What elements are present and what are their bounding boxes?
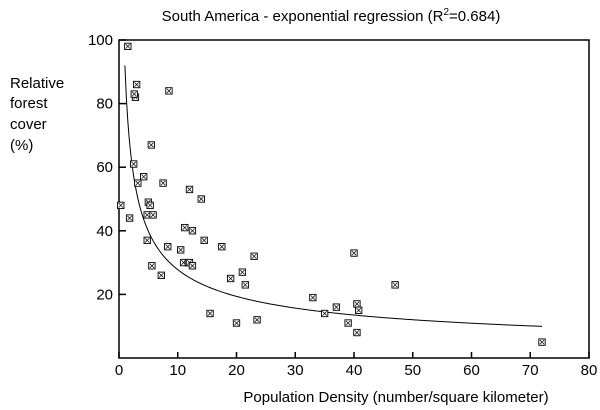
x-tick-label: 70: [522, 362, 539, 379]
data-point: [148, 262, 156, 270]
x-tick-label: 60: [463, 362, 480, 379]
data-point: [157, 271, 165, 279]
data-point: [125, 214, 134, 222]
y-axis-label: Relative forest cover (%): [10, 75, 68, 154]
y-axis: 20 40 60 80 100: [88, 32, 126, 303]
x-tick-label: 80: [581, 362, 598, 379]
data-point: [320, 309, 329, 318]
data-point: [181, 223, 189, 232]
data-point: [200, 236, 208, 244]
data-point: [130, 160, 138, 168]
data-point: [143, 236, 151, 244]
data-point: [206, 309, 214, 318]
y-axis-label-line-3: cover: [10, 116, 47, 133]
data-point: [197, 195, 205, 203]
data-point: [253, 316, 261, 324]
data-point: [188, 262, 197, 270]
data-point: [250, 252, 258, 260]
data-point: [147, 141, 155, 149]
data-point: [238, 268, 247, 276]
plot-area-frame: [118, 39, 590, 359]
y-axis-label-line-1: Relative: [10, 75, 64, 92]
data-point: [226, 274, 235, 283]
data-point: [355, 306, 363, 314]
data-point: [353, 328, 361, 337]
x-tick-label: 10: [169, 362, 186, 379]
y-tick-label: 80: [96, 96, 113, 113]
data-point: [164, 243, 172, 251]
data-point: [159, 179, 167, 187]
x-axis: 0 10 20 30 40 50 60 70 80: [115, 352, 598, 379]
y-tick-label: 20: [96, 286, 113, 303]
data-point: [117, 201, 125, 210]
data-point: [188, 227, 197, 235]
regression-curve: [124, 65, 543, 327]
chart-title: South America - exponential regression (…: [162, 7, 501, 25]
data-point: [140, 173, 148, 181]
y-axis-label-line-4: (%): [10, 137, 33, 154]
y-tick-label: 40: [96, 223, 113, 240]
data-point: [344, 319, 352, 327]
data-point: [241, 281, 249, 289]
data-point: [132, 80, 141, 89]
x-tick-label: 50: [404, 362, 421, 379]
data-point: [177, 246, 185, 254]
x-axis-label: Population Density (number/square kilome…: [243, 389, 548, 406]
x-tick-label: 0: [115, 362, 123, 379]
data-point: [149, 211, 157, 219]
data-point: [124, 42, 132, 51]
y-axis-label-line-2: forest: [10, 95, 48, 112]
data-point: [130, 90, 138, 98]
data-point: [146, 201, 154, 210]
data-points: [117, 42, 546, 346]
chart-title-superscript: 2: [443, 7, 449, 18]
data-point: [332, 303, 341, 311]
x-tick-label: 30: [287, 362, 304, 379]
data-point: [165, 87, 173, 95]
y-tick-label: 100: [88, 32, 113, 49]
data-point: [134, 179, 142, 187]
data-point: [353, 300, 361, 308]
data-point: [185, 185, 194, 194]
y-tick-label: 60: [96, 159, 113, 176]
chart-title-main: South America - exponential regression (…: [162, 8, 444, 25]
data-point: [232, 319, 241, 327]
x-tick-label: 20: [228, 362, 245, 379]
chart-title-tail: =0.684): [449, 8, 500, 25]
data-point: [538, 338, 546, 346]
data-point: [309, 293, 317, 302]
data-point: [391, 281, 399, 289]
data-point: [218, 243, 226, 251]
x-tick-label: 40: [346, 362, 363, 379]
data-point: [350, 249, 358, 257]
